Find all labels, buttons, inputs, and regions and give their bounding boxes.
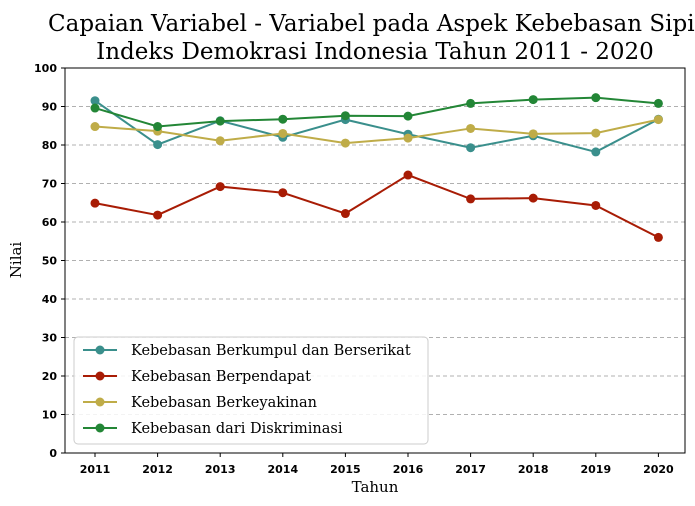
series-line	[94, 118, 659, 145]
legend-marker	[95, 397, 105, 407]
legend-label: Kebebasan dari Diskriminasi	[131, 421, 343, 437]
y-axis-label: Nilai	[7, 242, 25, 279]
data-point	[215, 182, 225, 192]
data-point	[403, 111, 413, 121]
y-tick-label: 70	[42, 178, 58, 191]
data-point	[340, 111, 350, 121]
data-point	[653, 232, 663, 242]
data-point	[466, 98, 476, 108]
data-point	[591, 147, 601, 157]
x-tick-label: 2014	[267, 463, 298, 476]
x-tick-label: 2018	[518, 463, 549, 476]
data-point	[90, 122, 100, 132]
data-point	[528, 193, 538, 203]
series-layer	[90, 93, 663, 242]
chart-title-line-1: Capaian Variabel - Variabel pada Aspek K…	[48, 11, 695, 37]
data-point	[466, 194, 476, 204]
x-axis-ticks: 2011 2012 2013 2014 2015 2016 2017 2018 2019 2020	[80, 453, 674, 476]
legend-label: Kebebasan Berkeyakinan	[131, 395, 317, 411]
data-point	[653, 98, 663, 108]
y-tick-label: 80	[42, 139, 58, 152]
data-point	[153, 210, 163, 220]
x-tick-label: 2015	[330, 463, 361, 476]
data-point	[591, 93, 601, 103]
data-point	[340, 209, 350, 219]
data-point	[528, 95, 538, 105]
data-point	[591, 128, 601, 138]
legend: Kebebasan Berkumpul dan Berserikat Kebeba…	[73, 336, 429, 445]
y-tick-label: 60	[42, 216, 58, 229]
x-tick-label: 2017	[455, 463, 486, 476]
data-point	[90, 198, 100, 208]
x-tick-label: 2011	[80, 463, 111, 476]
data-point	[90, 96, 100, 106]
data-point	[403, 133, 413, 143]
data-point	[528, 129, 538, 139]
y-tick-label: 0	[49, 447, 57, 460]
series-kebebasan-berpendapat	[90, 170, 663, 242]
series-line	[94, 96, 659, 128]
data-point	[466, 123, 476, 133]
data-point	[90, 103, 100, 113]
legend-item: Kebebasan Berpendapat	[83, 369, 311, 385]
legend-marker	[95, 371, 105, 381]
x-tick-label: 2020	[643, 463, 674, 476]
chart-title-line-2: Indeks Demokrasi Indonesia Tahun 2011 - …	[96, 39, 654, 65]
y-tick-label: 40	[42, 293, 58, 306]
data-point	[340, 138, 350, 148]
data-point	[466, 143, 476, 153]
legend-label: Kebebasan Berpendapat	[131, 369, 311, 385]
legend-box	[73, 336, 429, 445]
legend-marker	[95, 345, 105, 355]
x-tick-label: 2019	[580, 463, 611, 476]
legend-marker	[95, 423, 105, 433]
series-kebebasan-dari-diskriminasi	[90, 93, 663, 132]
data-point	[278, 128, 288, 138]
y-tick-label: 10	[42, 409, 58, 422]
legend-item: Kebebasan Berkumpul dan Berserikat	[83, 343, 411, 359]
data-point	[403, 170, 413, 180]
data-point	[153, 140, 163, 150]
y-tick-label: 90	[42, 101, 58, 114]
x-tick-label: 2013	[205, 463, 236, 476]
data-point	[278, 188, 288, 198]
legend-item: Kebebasan dari Diskriminasi	[83, 421, 343, 437]
data-point	[215, 136, 225, 146]
data-point	[215, 116, 225, 126]
data-point	[591, 200, 601, 210]
y-tick-label: 30	[42, 332, 58, 345]
y-axis-ticks: 0 10 20 30 40 50 60 70 80 90 100	[34, 62, 65, 460]
data-point	[153, 122, 163, 132]
data-point	[653, 115, 663, 125]
x-axis-label: Tahun	[352, 478, 399, 496]
series-line	[94, 173, 659, 239]
legend-item: Kebebasan Berkeyakinan	[83, 395, 317, 411]
x-tick-label: 2016	[393, 463, 424, 476]
x-tick-label: 2012	[142, 463, 173, 476]
series-line	[94, 99, 659, 153]
y-tick-label: 20	[42, 370, 58, 383]
data-point	[278, 114, 288, 124]
y-tick-label: 100	[34, 62, 57, 75]
y-tick-label: 50	[42, 255, 58, 268]
legend-label: Kebebasan Berkumpul dan Berserikat	[131, 343, 411, 359]
